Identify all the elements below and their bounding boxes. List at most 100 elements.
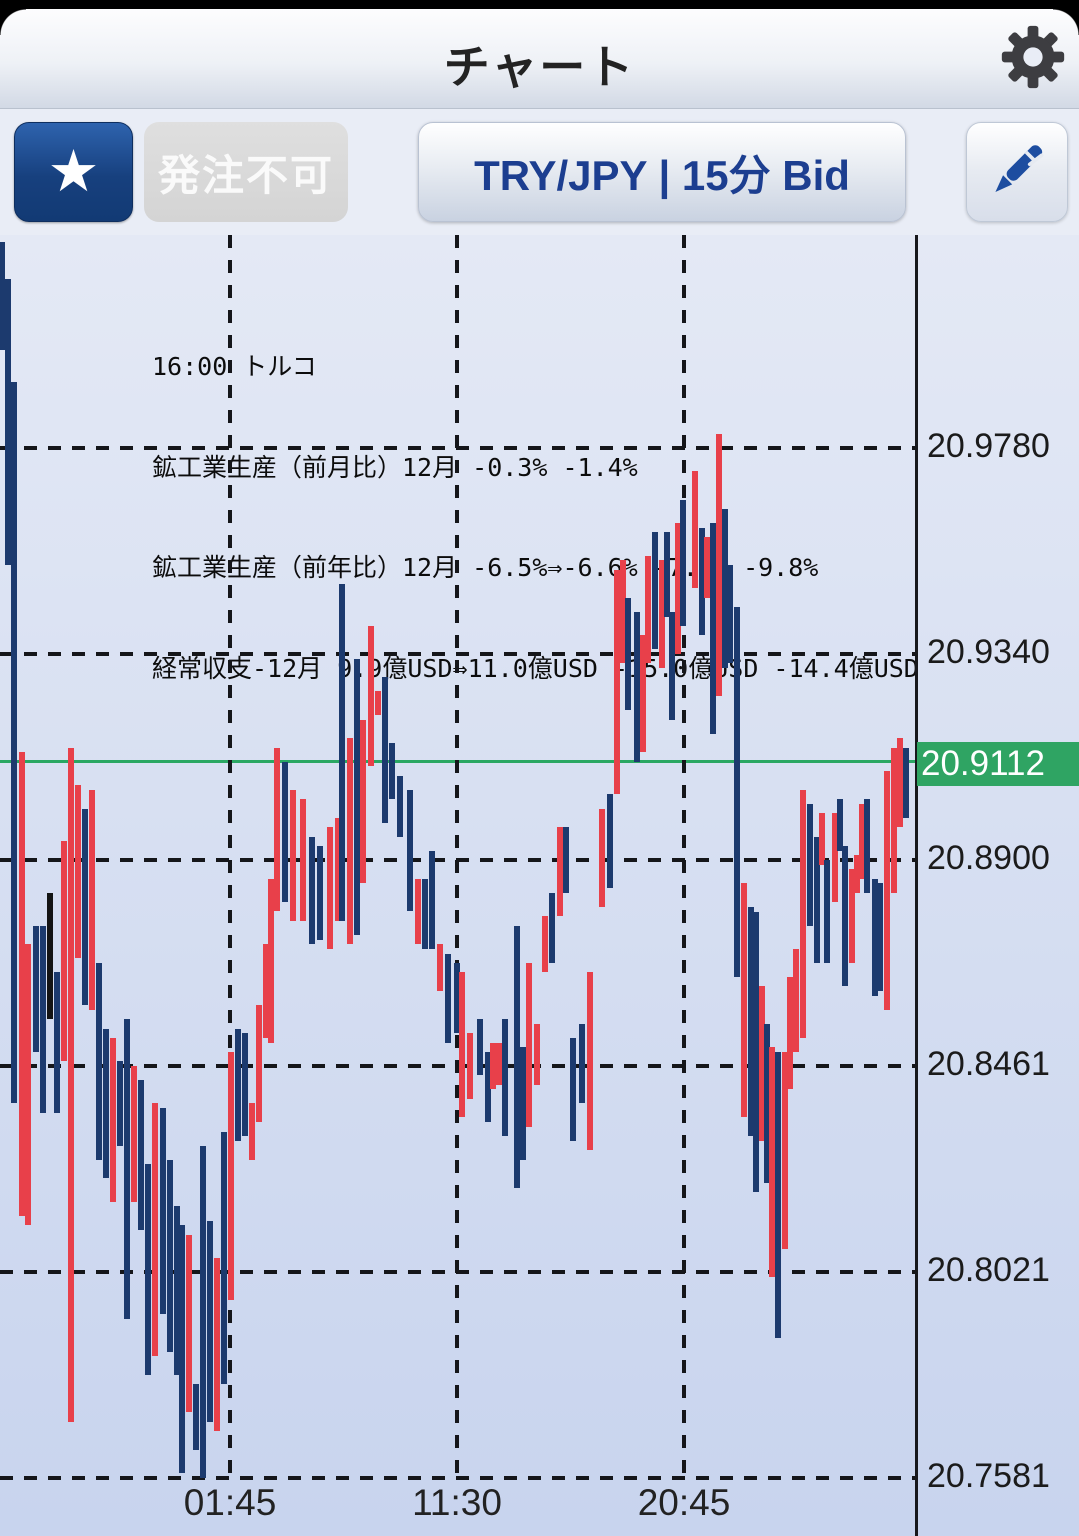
candle [490, 1042, 496, 1090]
favorite-button[interactable]: ★ [14, 122, 133, 222]
candle [459, 972, 465, 1118]
order-disabled-button[interactable]: 発注不可 [144, 122, 348, 222]
candle [274, 747, 280, 912]
current-price-value: 20.9112 [921, 744, 1045, 783]
candle [429, 850, 435, 949]
candle [625, 597, 631, 711]
candle [437, 944, 443, 992]
candle [542, 916, 548, 973]
candle [300, 799, 306, 921]
candle [174, 1206, 180, 1375]
time-axis-label: 11:30 [412, 1482, 502, 1523]
price-axis-label: 20.8021 [927, 1250, 1050, 1289]
candle [587, 972, 593, 1151]
candle [787, 977, 793, 1090]
candle [249, 1103, 255, 1160]
candle [282, 761, 288, 903]
candle [445, 953, 451, 1043]
candle [669, 611, 675, 720]
candle [103, 1028, 109, 1179]
candle [716, 433, 722, 697]
news-annotation: 16:00 トルコ 鉱工業生産（前月比）12月 -0.3% -1.4% 鉱工業生… [152, 283, 919, 752]
candle [814, 836, 820, 963]
candle [47, 892, 53, 1020]
candle [607, 794, 613, 889]
candle [360, 719, 366, 884]
candle [849, 869, 855, 963]
candle [877, 883, 883, 992]
candle [454, 963, 460, 1034]
settings-button[interactable] [999, 23, 1067, 91]
candle [124, 1019, 130, 1319]
candle [110, 1037, 116, 1202]
symbol-timeframe-label: TRY/JPY | 15分 Bid [474, 151, 850, 199]
candle [680, 499, 686, 626]
candle [242, 1033, 248, 1137]
candle [793, 948, 799, 1052]
candle [842, 845, 848, 987]
candle [640, 635, 646, 753]
candle [256, 1005, 262, 1123]
candle [645, 555, 651, 664]
candle [769, 1047, 775, 1277]
candle [407, 789, 413, 912]
candle [235, 1028, 241, 1141]
candle [496, 1042, 502, 1085]
candle [152, 1103, 158, 1357]
candle [354, 658, 360, 935]
candle [61, 841, 67, 1062]
symbol-timeframe-button[interactable]: TRY/JPY | 15分 Bid [418, 122, 906, 222]
chart-area[interactable]: 16:00 トルコ 鉱工業生産（前月比）12月 -0.3% -1.4% 鉱工業生… [0, 235, 1079, 1536]
candle [884, 771, 890, 1010]
news-line: 鉱工業生産（前月比）12月 -0.3% -1.4% [152, 452, 638, 482]
candle [800, 789, 806, 1038]
status-bar [0, 0, 1079, 9]
candle [710, 522, 716, 734]
candle [228, 1051, 234, 1301]
candle [335, 817, 341, 921]
vertical-gridline [228, 235, 232, 1479]
candle [82, 808, 88, 1006]
candle [382, 677, 388, 823]
star-icon: ★ [47, 139, 100, 204]
candle [415, 878, 421, 945]
candle [11, 382, 17, 1104]
time-axis-label: 20:45 [637, 1482, 731, 1523]
candle [748, 906, 754, 1137]
candle [75, 785, 81, 959]
candle [485, 1051, 491, 1123]
candle [186, 1234, 192, 1413]
candle [193, 1384, 199, 1450]
order-disabled-label: 発注不可 [157, 151, 334, 199]
draw-button[interactable] [966, 122, 1068, 222]
candle [200, 1145, 206, 1478]
candle [557, 827, 563, 917]
candle [477, 1019, 483, 1076]
candle [290, 789, 296, 921]
candle [722, 508, 728, 669]
header: チャート [0, 9, 1079, 109]
toolbar: ★ 発注不可 TRY/JPY | 15分 Bid [0, 109, 1079, 235]
candle [832, 813, 838, 903]
candle [759, 986, 765, 1141]
candle [699, 527, 705, 636]
pen-icon [980, 133, 1054, 212]
price-axis-line [915, 235, 918, 1536]
candle [675, 522, 681, 654]
candle [864, 799, 870, 893]
candle [753, 911, 759, 1193]
candle [599, 808, 605, 907]
candle [214, 1257, 220, 1432]
candle [263, 944, 269, 1038]
candle [741, 883, 747, 1118]
candle [89, 789, 95, 1010]
price-axis-label: 20.7581 [927, 1456, 1050, 1495]
candle [138, 1080, 144, 1230]
candle [207, 1220, 213, 1422]
candle [727, 565, 733, 664]
candle [872, 878, 878, 996]
candle [897, 738, 903, 828]
candle [664, 532, 670, 617]
candle [467, 1033, 473, 1099]
candle [854, 855, 860, 893]
